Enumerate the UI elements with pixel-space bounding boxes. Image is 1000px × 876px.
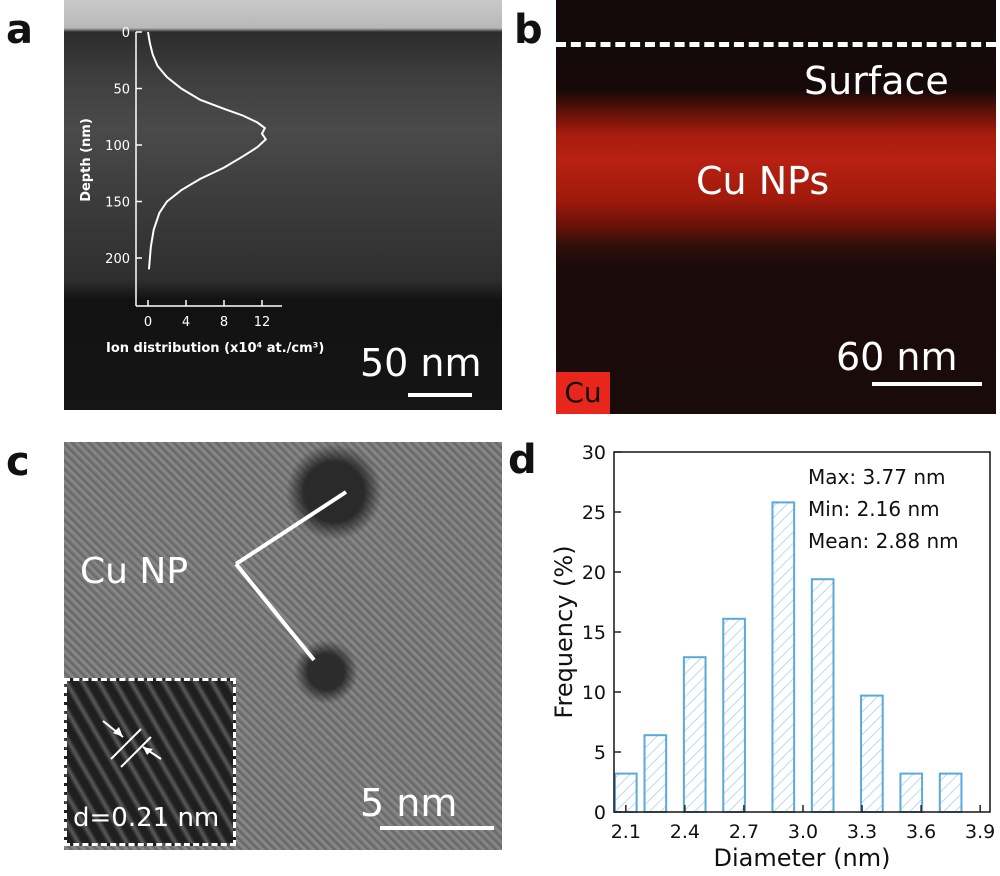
panel-c-overlay (234, 490, 348, 662)
cu-np-label: Cu NP (80, 551, 189, 592)
inset-a-xtick-label: 12 (254, 315, 271, 330)
histogram-bar (860, 694, 884, 814)
surface-line (556, 42, 996, 47)
lattice-markers (102, 720, 162, 768)
lattice-inset: d=0.21 nm (64, 678, 236, 846)
histogram-xtick-label: 2.4 (670, 821, 700, 843)
histogram-ytick-label: 0 (594, 802, 606, 824)
histogram-xtick-label: 3.3 (847, 821, 877, 843)
surface-label: Surface (804, 59, 949, 103)
panel-d-histogram: 0 5 10 15 20 25 30 2.1 2.4 2.7 3.0 3.3 3.6 3.9 Freque… (550, 442, 995, 872)
inset-a-ylabel: Depth (nm) (79, 118, 94, 202)
panel-letter-a: a (6, 7, 33, 53)
panel-a-scale-label: 50 nm (360, 341, 482, 385)
histogram-ytick-label: 20 (582, 562, 606, 584)
panel-a-scale-bar (408, 393, 472, 397)
histogram-ylabel: Frequency (%) (550, 545, 578, 718)
histogram-bar (771, 501, 796, 814)
histogram-ytick-label: 30 (582, 442, 606, 464)
element-tag: Cu (556, 372, 610, 414)
histogram-xtick-label: 2.1 (611, 821, 641, 843)
panel-c-scale-label: 5 nm (360, 781, 458, 825)
histogram-bar (722, 617, 746, 813)
panel-a-image: 0 50 100 150 200 0 4 8 12 Depth (nm) Ion distrib… (64, 0, 502, 410)
annotation-min: Min: 2.16 nm (808, 497, 940, 521)
inset-a-xlabel: Ion distribution (x10⁴ at./cm³) (106, 341, 324, 356)
histogram-ytick-label: 25 (582, 502, 606, 524)
histogram-xlabel: Diameter (nm) (714, 844, 891, 872)
histogram-bar (899, 772, 924, 814)
annotation-max: Max: 3.77 nm (808, 465, 946, 489)
inset-a-ytick-label: 0 (122, 26, 130, 41)
ion-distribution-curve (147, 31, 268, 270)
panel-letter-c: c (6, 439, 30, 485)
panel-c-scale-bar (380, 826, 494, 830)
histogram-bar (643, 734, 668, 814)
inset-a-xtick-label: 4 (182, 315, 190, 330)
panel-c-image: Cu NP d=0.21 nm 5 nm (64, 442, 502, 850)
panel-b-image: Surface Cu NPs Cu 60 nm (556, 0, 996, 414)
histogram-ytick-label: 10 (582, 682, 606, 704)
histogram-ytick-label: 15 (582, 622, 606, 644)
annotation-mean: Mean: 2.88 nm (808, 529, 959, 553)
inset-a-ytick-label: 100 (105, 139, 130, 154)
histogram-xtick-label: 3.0 (788, 821, 818, 843)
histogram-bar (810, 578, 835, 813)
inset-a-xtick-label: 0 (144, 315, 152, 330)
inset-a-xtick-label: 8 (220, 315, 228, 330)
histogram-bar (682, 656, 707, 813)
lattice-spacing-label: d=0.21 nm (73, 803, 220, 833)
inset-a-ytick-label: 150 (105, 196, 130, 211)
cu-nps-label: Cu NPs (696, 159, 830, 203)
histogram-bar (938, 772, 963, 814)
histogram-xtick-label: 2.7 (729, 821, 759, 843)
panel-b-scale-bar (872, 382, 982, 386)
panel-letter-b: b (514, 7, 543, 53)
inset-a-ytick-label: 200 (105, 252, 130, 267)
panel-letter-d: d (508, 437, 537, 483)
panel-b-scale-label: 60 nm (836, 335, 958, 379)
histogram-xtick-label: 3.9 (965, 821, 995, 843)
histogram-xtick-label: 3.6 (906, 821, 936, 843)
panel-a-inset-chart: 0 50 100 150 200 0 4 8 12 Depth (nm) Ion distrib… (79, 26, 324, 356)
histogram-ytick-label: 5 (594, 742, 606, 764)
inset-a-ytick-label: 50 (113, 83, 130, 98)
